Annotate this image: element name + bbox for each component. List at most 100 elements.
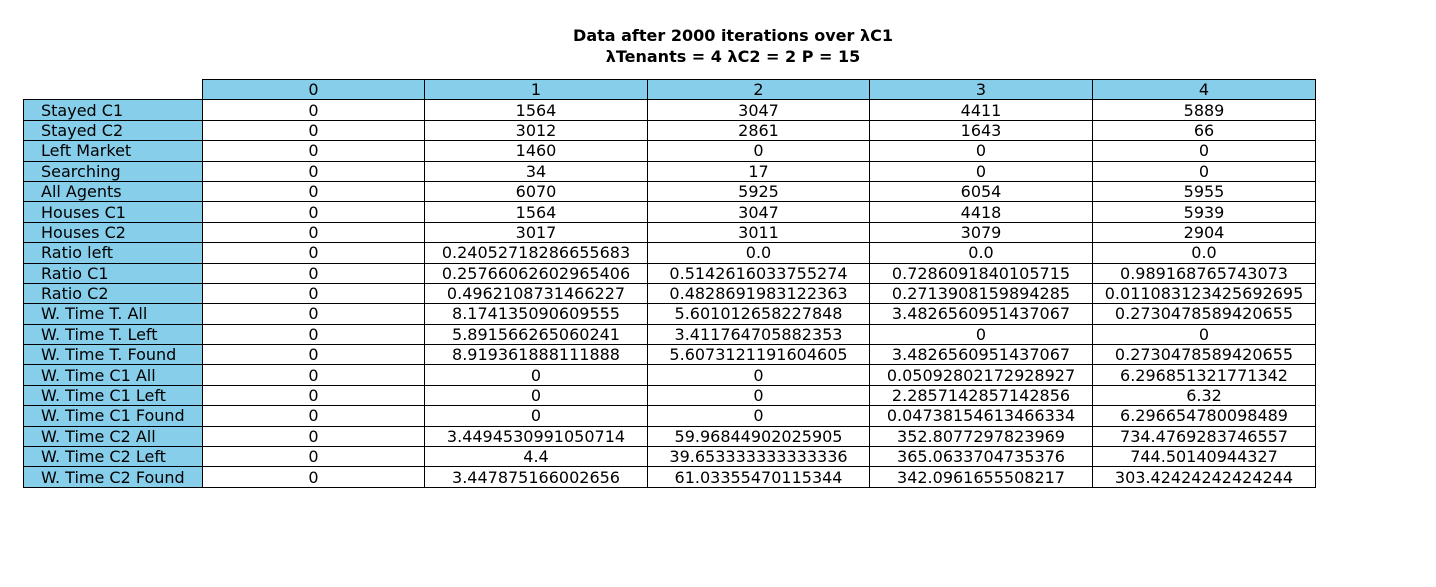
row-header: Houses C2: [23, 221, 203, 244]
table-cell: 5889: [1092, 99, 1316, 121]
table-cell: 0: [647, 140, 870, 162]
table-cell: 5.6073121191604605: [647, 344, 870, 366]
table-cell: 0: [202, 180, 425, 203]
table-cell: 0.2730478589420655: [1092, 344, 1316, 366]
row-header: Houses C1: [23, 201, 203, 223]
table-cell: 3012: [424, 119, 648, 142]
table-cell: 0.0: [647, 242, 870, 264]
table-row: W. Time C1 All 0 0 0 0.05092802172928927 6.29…: [23, 364, 1316, 386]
table-cell: 1643: [869, 119, 1093, 142]
table-cell: 0: [202, 303, 425, 325]
table-cell: 5939: [1092, 201, 1316, 223]
table-cell: 8.919361888111888: [424, 344, 648, 366]
table-cell: 4.4: [424, 446, 648, 468]
row-header: Stayed C1: [23, 99, 203, 121]
table-cell: 0: [202, 262, 425, 284]
table-cell: 303.42424242424244: [1092, 466, 1316, 488]
table-cell: 0: [424, 384, 648, 407]
table-cell: 3.447875166002656: [424, 466, 648, 488]
table-row: Houses C2 0 3017 3011 3079 2904: [23, 221, 1316, 244]
table-cell: 2861: [647, 119, 870, 142]
table-cell: 3.4494530991050714: [424, 425, 648, 448]
row-header: Stayed C2: [23, 119, 203, 142]
table-row: W. Time C2 Found 0 3.447875166002656 61.033…: [23, 466, 1316, 488]
table-row: Left Market 0 1460 0 0 0: [23, 140, 1316, 162]
table-cell: 3.4826560951437067: [869, 303, 1093, 325]
table-cell: 0: [869, 160, 1093, 182]
chart-title: Data after 2000 iterations over λC1: [573, 26, 893, 45]
table-corner: [24, 80, 203, 100]
table-cell: 365.0633704735376: [869, 446, 1093, 468]
table-cell: 0: [202, 323, 425, 346]
row-header: W. Time C2 Found: [23, 466, 203, 488]
table-cell: 0: [1092, 323, 1316, 346]
table-cell: 0.05092802172928927: [869, 364, 1093, 386]
column-header: 4: [1092, 78, 1316, 101]
table-row: W. Time T. Found 0 8.919361888111888 5.6073…: [23, 344, 1316, 366]
table-cell: 34: [424, 160, 648, 182]
table-cell: 6.32: [1092, 384, 1316, 407]
row-header: W. Time C1 Left: [23, 384, 203, 407]
table-cell: 3.411764705882353: [647, 323, 870, 346]
table-cell: 2.2857142857142856: [869, 384, 1093, 407]
table-cell: 6070: [424, 180, 648, 203]
table-cell: 0.0: [869, 242, 1093, 264]
table-cell: 0: [1092, 140, 1316, 162]
table-cell: 0.2713908159894285: [869, 282, 1093, 305]
table-cell: 1564: [424, 201, 648, 223]
table-cell: 0: [424, 405, 648, 427]
row-header: Left Market: [23, 140, 203, 162]
table-row: W. Time C1 Left 0 0 0 2.2857142857142856 6.32: [23, 384, 1316, 407]
table-cell: 0: [869, 140, 1093, 162]
table-cell: 342.0961655508217: [869, 466, 1093, 488]
table-cell: 0: [202, 119, 425, 142]
table-cell: 5.891566265060241: [424, 323, 648, 346]
row-header: W. Time C1 All: [23, 364, 203, 386]
row-header: Ratio C1: [23, 262, 203, 284]
table-cell: 0: [1092, 160, 1316, 182]
table-cell: 39.653333333333336: [647, 446, 870, 468]
table-cell: 0: [202, 160, 425, 182]
table-cell: 352.8077297823969: [869, 425, 1093, 448]
table-cell: 0.25766062602965406: [424, 262, 648, 284]
table-row: W. Time T. Left 0 5.891566265060241 3.41176…: [23, 323, 1316, 346]
table-cell: 0.0: [1092, 242, 1316, 264]
table-cell: 0.989168765743073: [1092, 262, 1316, 284]
table-cell: 6.296654780098489: [1092, 405, 1316, 427]
table-cell: 3047: [647, 201, 870, 223]
column-header: 0: [202, 78, 425, 101]
table-cell: 0: [202, 364, 425, 386]
table-cell: 61.03355470115344: [647, 466, 870, 488]
table-cell: 66: [1092, 119, 1316, 142]
row-header: W. Time T. All: [23, 303, 203, 325]
table-row: Ratio C2 0 0.4962108731466227 0.48286919831…: [23, 282, 1316, 305]
column-header: 3: [869, 78, 1093, 101]
table-cell: 6.296851321771342: [1092, 364, 1316, 386]
table-cell: 734.4769283746557: [1092, 425, 1316, 448]
column-header: 2: [647, 78, 870, 101]
table-cell: 0: [647, 364, 870, 386]
table-cell: 17: [647, 160, 870, 182]
row-header: Searching: [23, 160, 203, 182]
table-cell: 744.50140944327: [1092, 446, 1316, 468]
table-cell: 0.7286091840105715: [869, 262, 1093, 284]
table-cell: 0.5142616033755274: [647, 262, 870, 284]
chart-title-block: Data after 2000 iterations over λC1 λTen…: [0, 25, 1436, 67]
table-cell: 5.601012658227848: [647, 303, 870, 325]
table-cell: 0: [202, 344, 425, 366]
row-header: All Agents: [23, 180, 203, 203]
table-cell: 0.4828691983122363: [647, 282, 870, 305]
table-cell: 0: [647, 405, 870, 427]
table-cell: 2904: [1092, 221, 1316, 244]
table-row: Houses C1 0 1564 3047 4418 5939: [23, 201, 1316, 223]
row-header: Ratio C2: [23, 282, 203, 305]
table-cell: 0.04738154613466334: [869, 405, 1093, 427]
table-row: All Agents 0 6070 5925 6054 5955: [23, 180, 1316, 203]
table-cell: 3011: [647, 221, 870, 244]
table-cell: 0: [202, 446, 425, 468]
table-cell: 0.4962108731466227: [424, 282, 648, 305]
table-cell: 0: [202, 201, 425, 223]
table-cell: 0: [202, 221, 425, 244]
